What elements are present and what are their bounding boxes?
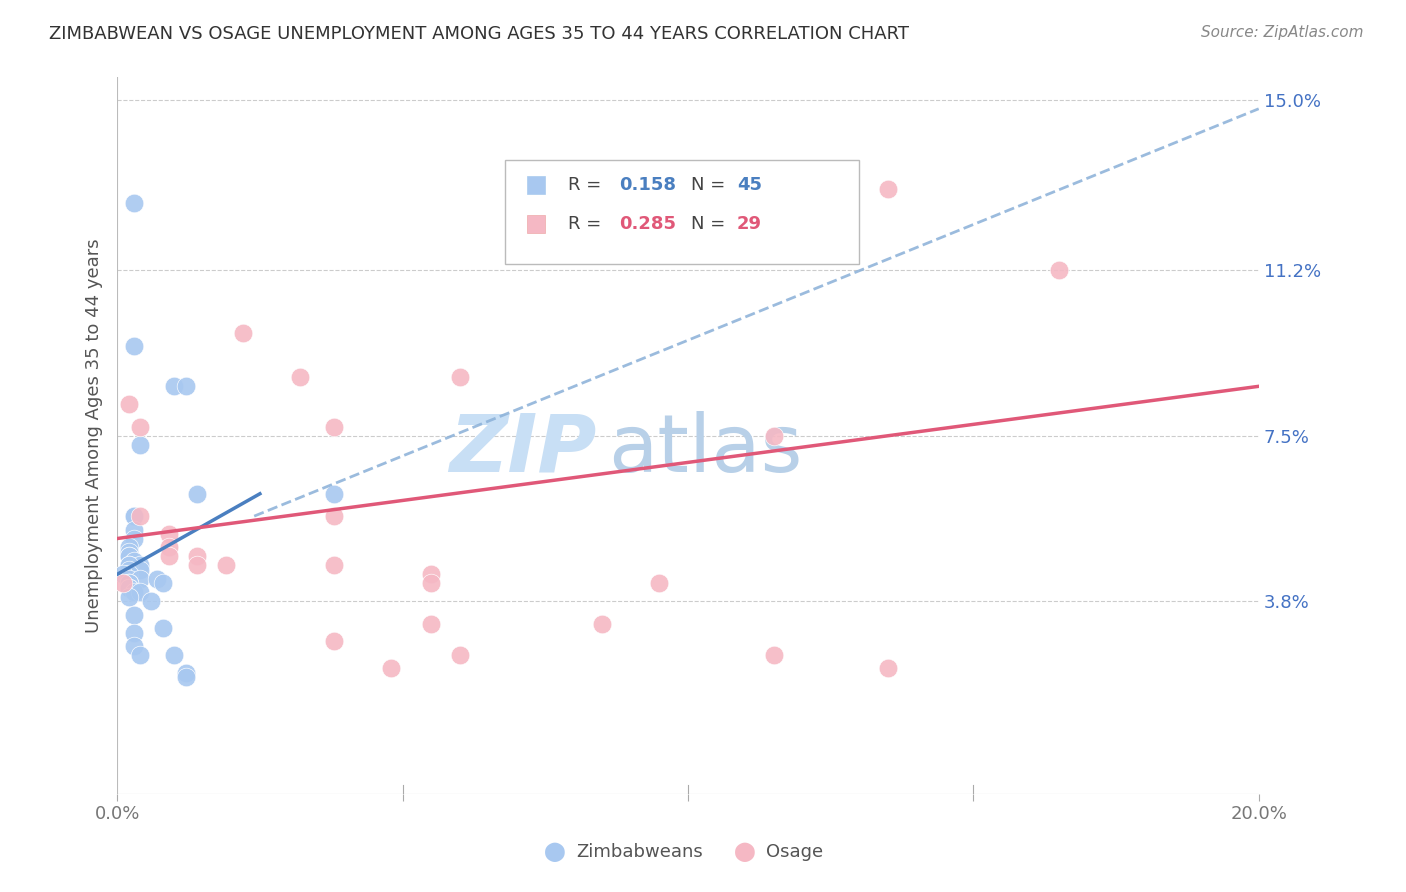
Point: [117, 558, 139, 573]
Point: [380, 661, 402, 675]
Point: [117, 576, 139, 591]
Text: Osage: Osage: [766, 843, 824, 861]
Point: [124, 554, 146, 568]
Point: [591, 616, 613, 631]
Point: [157, 527, 180, 541]
Point: [762, 648, 785, 662]
Text: 45: 45: [737, 176, 762, 194]
Point: [124, 523, 146, 537]
Point: [323, 487, 346, 501]
Point: [117, 590, 139, 604]
Point: [146, 572, 169, 586]
Point: [141, 594, 163, 608]
Point: [214, 558, 236, 573]
Point: [186, 487, 208, 501]
Point: [117, 576, 139, 591]
Point: [129, 563, 152, 577]
Text: 0.285: 0.285: [620, 215, 676, 234]
Text: ⬤: ⬤: [544, 842, 567, 862]
Point: [157, 541, 180, 555]
Point: [117, 567, 139, 582]
Point: [420, 616, 443, 631]
Text: ⬤: ⬤: [734, 842, 756, 862]
Point: [117, 549, 139, 564]
Text: Source: ZipAtlas.com: Source: ZipAtlas.com: [1201, 25, 1364, 40]
Text: 29: 29: [737, 215, 762, 234]
Point: [124, 339, 146, 353]
Point: [876, 182, 898, 196]
Text: R =: R =: [568, 176, 607, 194]
Point: [152, 621, 174, 635]
Point: [648, 576, 671, 591]
Point: [174, 670, 197, 684]
Point: [420, 567, 443, 582]
Text: R =: R =: [568, 215, 607, 234]
Text: N =: N =: [692, 215, 731, 234]
Point: [420, 576, 443, 591]
Point: [117, 541, 139, 555]
Point: [288, 370, 311, 384]
Point: [1047, 263, 1070, 277]
Point: [186, 558, 208, 573]
Point: [124, 509, 146, 524]
Y-axis label: Unemployment Among Ages 35 to 44 years: Unemployment Among Ages 35 to 44 years: [86, 238, 103, 632]
FancyBboxPatch shape: [505, 160, 859, 264]
Point: [117, 563, 139, 577]
Point: [124, 585, 146, 599]
Point: [174, 665, 197, 680]
Point: [117, 576, 139, 591]
Point: [323, 509, 346, 524]
Text: N =: N =: [692, 176, 731, 194]
Point: [152, 576, 174, 591]
Text: atlas: atlas: [607, 411, 803, 489]
Point: [163, 648, 186, 662]
Point: [117, 545, 139, 559]
Text: ZIP: ZIP: [450, 411, 596, 489]
Point: [124, 607, 146, 622]
Point: [323, 419, 346, 434]
Point: [117, 581, 139, 595]
Point: [449, 370, 471, 384]
Point: [129, 509, 152, 524]
Point: [157, 549, 180, 564]
Point: [129, 437, 152, 451]
Point: [117, 558, 139, 573]
Point: [129, 648, 152, 662]
Point: [186, 549, 208, 564]
Point: [117, 572, 139, 586]
Point: [129, 558, 152, 573]
Point: [129, 419, 152, 434]
Text: 0.158: 0.158: [620, 176, 676, 194]
Text: ZIMBABWEAN VS OSAGE UNEMPLOYMENT AMONG AGES 35 TO 44 YEARS CORRELATION CHART: ZIMBABWEAN VS OSAGE UNEMPLOYMENT AMONG A…: [49, 25, 910, 43]
Point: [124, 532, 146, 546]
Point: [232, 326, 254, 340]
Point: [117, 397, 139, 411]
Point: [129, 585, 152, 599]
Text: Zimbabweans: Zimbabweans: [576, 843, 703, 861]
Point: [762, 428, 785, 442]
Point: [117, 581, 139, 595]
Point: [124, 195, 146, 210]
Point: [117, 581, 139, 595]
Point: [111, 576, 134, 591]
Point: [124, 625, 146, 640]
Point: [449, 648, 471, 662]
Point: [117, 549, 139, 564]
Point: [124, 509, 146, 524]
Point: [111, 567, 134, 582]
Point: [163, 379, 186, 393]
Point: [174, 379, 197, 393]
Point: [323, 558, 346, 573]
Point: [129, 572, 152, 586]
Point: [323, 634, 346, 648]
Point: [876, 661, 898, 675]
Point: [124, 639, 146, 653]
